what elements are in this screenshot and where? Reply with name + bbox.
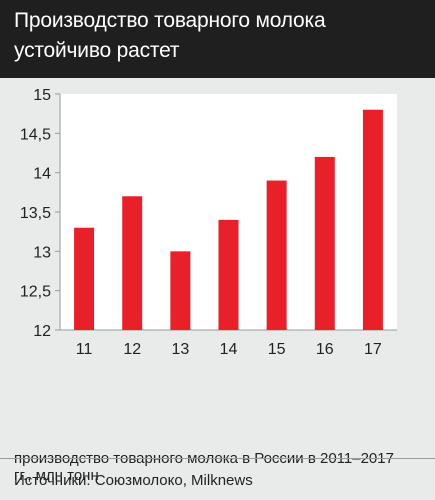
header-bar: Производство товарного молока устойчиво … xyxy=(0,0,435,78)
y-tick-label: 12 xyxy=(33,323,51,340)
x-tick-label: 15 xyxy=(268,341,286,358)
bar-17 xyxy=(362,109,383,330)
bar-12 xyxy=(122,196,143,330)
chart-area: 12 12,5 13 13,5 14 14,5 15 11 12 13 14 15 16 17 прои… xyxy=(0,78,435,498)
x-tick-label: 13 xyxy=(171,341,189,358)
bar-15 xyxy=(266,180,287,330)
bar-11 xyxy=(74,227,95,330)
x-axis-ticks: 11 12 13 14 15 16 17 xyxy=(76,341,382,358)
bar-chart: 12 12,5 13 13,5 14 14,5 15 11 12 13 14 15 16 17 xyxy=(20,87,397,358)
x-tick-label: 14 xyxy=(220,341,238,358)
source-note: Источники: Союзмолоко, Milknews xyxy=(14,472,253,489)
x-tick-label: 11 xyxy=(76,341,93,358)
x-tick-label: 12 xyxy=(123,341,141,358)
chart-title: Производство товарного молока устойчиво … xyxy=(14,9,326,62)
y-tick-label: 13 xyxy=(33,244,51,261)
y-tick-label: 15 xyxy=(33,87,51,104)
y-tick-label: 12,5 xyxy=(20,284,51,301)
bars-group xyxy=(74,109,383,330)
y-tick-label: 13,5 xyxy=(20,205,51,222)
bar-16 xyxy=(314,156,335,330)
footer-divider xyxy=(0,458,435,459)
x-tick-label: 16 xyxy=(316,341,334,358)
bar-14 xyxy=(218,219,239,330)
y-tick-label: 14 xyxy=(33,166,51,183)
x-tick-label: 17 xyxy=(364,341,382,358)
y-tick-label: 14,5 xyxy=(20,126,51,143)
bar-13 xyxy=(170,251,191,330)
y-axis-ticks: 12 12,5 13 13,5 14 14,5 15 xyxy=(20,87,60,340)
